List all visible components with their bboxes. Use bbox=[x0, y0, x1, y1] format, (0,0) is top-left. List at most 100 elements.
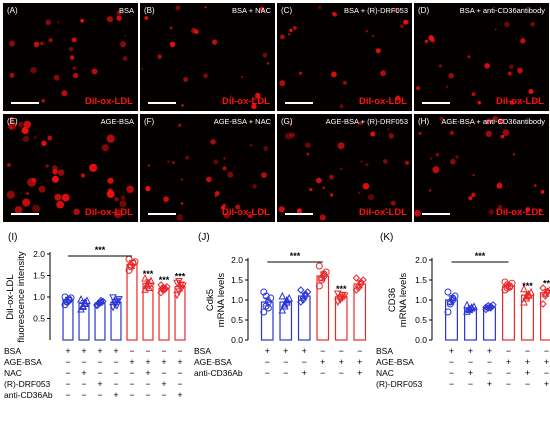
y-tick-label: 0.5 bbox=[415, 315, 427, 325]
fluorescent-spot bbox=[262, 52, 268, 58]
fluorescent-spot bbox=[223, 212, 230, 219]
fluorescent-spot bbox=[101, 144, 109, 152]
y-tick-label: 1.5 bbox=[231, 275, 243, 285]
fluorescent-spot bbox=[429, 157, 433, 160]
bar bbox=[521, 294, 534, 341]
treatment-sign: + bbox=[544, 357, 549, 367]
treatment-sign: − bbox=[544, 346, 549, 356]
fluorescent-spot bbox=[169, 26, 173, 30]
fluorescent-spot bbox=[145, 186, 151, 192]
cell-dots bbox=[416, 21, 535, 105]
micrograph-f: (F) AGE-BSA + NAC DiI-ox-LDL bbox=[140, 114, 275, 222]
fluorescent-spot bbox=[390, 200, 396, 206]
fluorescent-spot bbox=[68, 46, 74, 52]
fluorescent-spot bbox=[448, 73, 454, 79]
treatment-row-label: BSA bbox=[4, 346, 21, 356]
significance-label: *** bbox=[143, 269, 154, 279]
cell-dots bbox=[6, 116, 134, 218]
fluorescent-spot bbox=[414, 209, 421, 217]
y-axis-label-line: Cdk5 bbox=[205, 289, 216, 311]
treatment-sign: + bbox=[357, 357, 362, 367]
data-point bbox=[109, 294, 117, 302]
dye-label: DiI-ox-LDL bbox=[221, 96, 270, 107]
fluorescent-spot bbox=[512, 153, 516, 156]
scale-bar bbox=[148, 213, 176, 215]
treatment-sign: − bbox=[506, 368, 511, 378]
bracket-label: *** bbox=[290, 251, 301, 261]
dye-label: DiI-ox-LDL bbox=[495, 207, 544, 218]
fluorescent-spot bbox=[432, 166, 440, 174]
fluorescent-spot bbox=[358, 121, 363, 126]
treatment-sign: + bbox=[302, 368, 307, 378]
fluorescent-spot bbox=[9, 40, 16, 47]
treatment-sign: + bbox=[468, 346, 473, 356]
treatment-sign: + bbox=[525, 357, 530, 367]
treatment-sign: + bbox=[113, 346, 118, 356]
fluorescent-spot bbox=[169, 41, 176, 48]
fluorescent-spot bbox=[89, 163, 98, 172]
fluorescent-spot bbox=[255, 92, 261, 99]
treatment-sign: + bbox=[506, 357, 511, 367]
data-point bbox=[449, 294, 457, 302]
treatment-sign: + bbox=[177, 390, 182, 400]
fluorescent-spot bbox=[319, 214, 326, 221]
treatment-sign: − bbox=[177, 368, 182, 378]
fluorescent-spot bbox=[178, 123, 182, 127]
fluorescent-spot bbox=[32, 204, 40, 213]
fluorescent-spot bbox=[331, 71, 337, 78]
data-point bbox=[141, 273, 149, 282]
fluorescent-spot bbox=[22, 198, 31, 207]
fluorescent-spot bbox=[509, 64, 514, 70]
fluorescent-spot bbox=[471, 192, 476, 198]
scale-bar bbox=[422, 102, 450, 104]
treatment-sign: − bbox=[283, 368, 288, 378]
fluorescent-spot bbox=[309, 188, 313, 192]
data-point bbox=[175, 288, 183, 296]
treatment-sign: + bbox=[449, 346, 454, 356]
significance-label: *** bbox=[175, 271, 186, 281]
fluorescent-spot bbox=[278, 206, 285, 213]
bar bbox=[297, 295, 311, 341]
fluorescent-spot bbox=[223, 157, 226, 160]
fluorescent-spot bbox=[181, 104, 184, 107]
fluorescent-spot bbox=[116, 10, 122, 16]
data-point bbox=[125, 255, 133, 263]
fluorescent-spot bbox=[261, 172, 267, 178]
y-tick-label: 2.0 bbox=[33, 249, 45, 259]
panel-label: (K) bbox=[380, 232, 393, 243]
fluorescent-spot bbox=[387, 128, 390, 131]
treatment-sign: − bbox=[177, 346, 182, 356]
fluorescent-spot bbox=[331, 11, 335, 15]
data-point bbox=[463, 300, 471, 309]
fluorescent-spot bbox=[540, 190, 545, 194]
treatment-sign: − bbox=[506, 346, 511, 356]
treatment-sign: − bbox=[544, 368, 549, 378]
treatment-sign: − bbox=[265, 357, 270, 367]
y-tick-label: 2.0 bbox=[231, 255, 243, 265]
bracket-label: *** bbox=[95, 245, 106, 255]
fluorescent-spot bbox=[279, 80, 286, 87]
fluorescent-spot bbox=[507, 71, 512, 76]
fluorescent-spot bbox=[388, 133, 394, 139]
bar bbox=[110, 301, 122, 341]
fluorescent-spot bbox=[306, 152, 310, 156]
fluorescent-spot bbox=[530, 22, 535, 27]
fluorescent-spot bbox=[122, 56, 128, 61]
micrograph-e: (E) AGE-BSA DiI-ox-LDL bbox=[3, 114, 138, 222]
y-tick-label: 1.0 bbox=[231, 295, 243, 305]
fluorescent-spot bbox=[266, 62, 270, 65]
data-point bbox=[486, 304, 495, 312]
treatment-sign: − bbox=[145, 346, 150, 356]
fluorescent-spot bbox=[120, 195, 126, 201]
fluorescent-spot bbox=[30, 67, 37, 74]
treatment-sign: − bbox=[265, 368, 270, 378]
treatment-sign: − bbox=[449, 357, 454, 367]
treatment-sign: − bbox=[129, 368, 134, 378]
data-point bbox=[260, 308, 268, 316]
treatment-sign: − bbox=[97, 357, 102, 367]
fluorescent-spot bbox=[385, 208, 388, 211]
fluorescent-spot bbox=[520, 38, 526, 44]
fluorescent-spot bbox=[41, 140, 47, 146]
treatment-row-label: BSA bbox=[376, 346, 393, 356]
fluorescent-spot bbox=[21, 126, 29, 135]
